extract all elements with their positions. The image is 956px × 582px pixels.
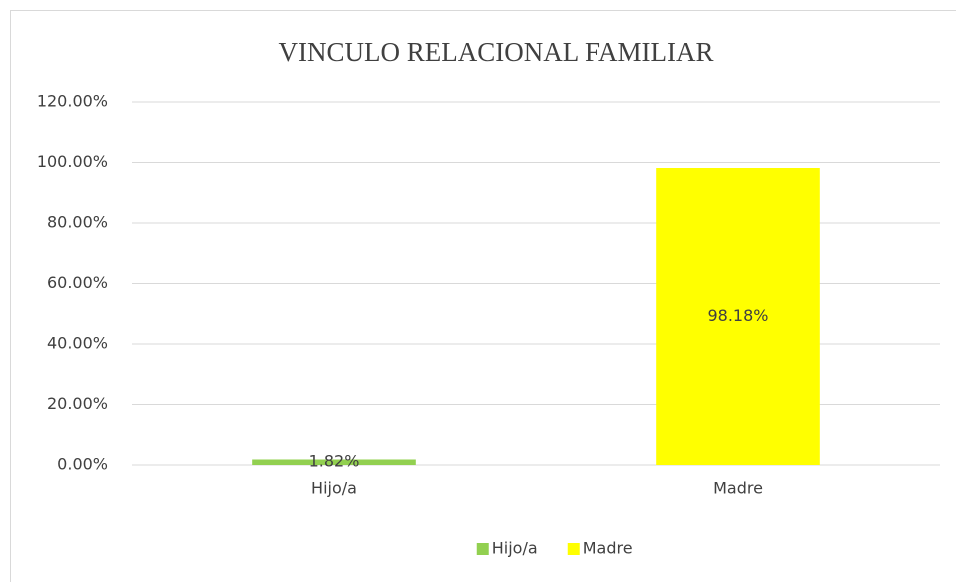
bar xyxy=(656,168,820,465)
x-tick-label: Hijo/a xyxy=(311,479,357,498)
y-tick-label: 20.00% xyxy=(47,394,108,413)
y-tick-label: 80.00% xyxy=(47,213,108,232)
data-label: 1.82% xyxy=(309,452,360,471)
legend-swatch xyxy=(567,543,580,555)
y-tick-label: 100.00% xyxy=(37,152,108,171)
chart-title: VINCULO RELACIONAL FAMILIAR xyxy=(279,37,714,67)
y-tick-label: 40.00% xyxy=(47,334,108,353)
x-tick-label: Madre xyxy=(713,479,763,498)
legend-label: Hijo/a xyxy=(492,539,538,558)
legend-swatch xyxy=(476,543,489,555)
y-tick-label: 120.00% xyxy=(37,92,108,111)
data-label: 98.18% xyxy=(707,306,768,325)
y-tick-label: 60.00% xyxy=(47,273,108,292)
legend-label: Madre xyxy=(583,539,633,558)
y-tick-label: 0.00% xyxy=(57,455,108,474)
bar xyxy=(252,459,416,465)
